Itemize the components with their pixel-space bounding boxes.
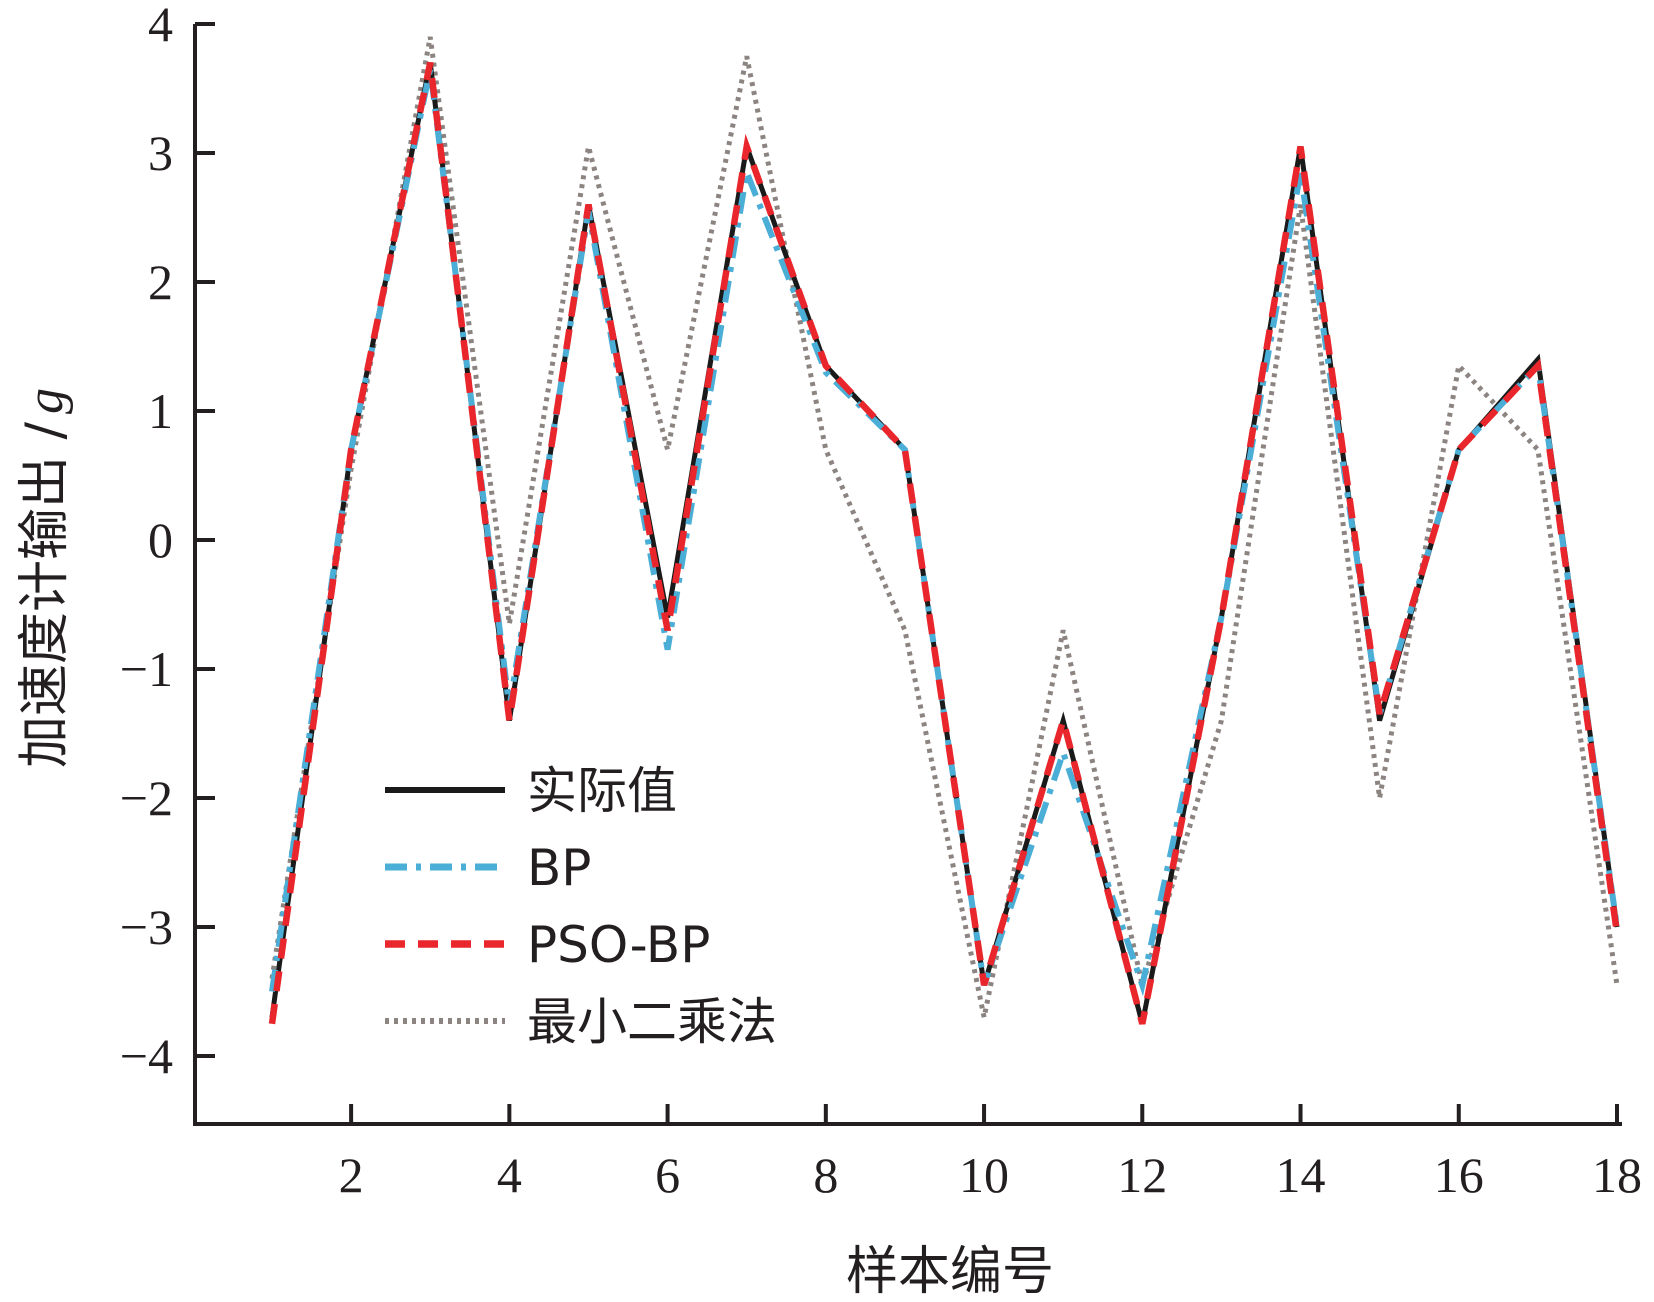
- y-tick-label: −1: [120, 641, 173, 697]
- legend: 实际值 BP PSO-BP 最小二乘法: [385, 762, 777, 1051]
- y-tick-label: 4: [148, 0, 173, 52]
- series-line-dashdot: [269, 68, 1620, 997]
- x-tick-label: 6: [655, 1147, 680, 1203]
- x-tick-label: 4: [497, 1147, 522, 1203]
- series-line-dashed: [268, 62, 1621, 1025]
- y-axis-label-text: 加速度计输出 /: [15, 422, 75, 769]
- y-axis-unit: g: [17, 388, 74, 414]
- x-tick-label: 10: [959, 1147, 1009, 1203]
- x-tick-label: 12: [1117, 1147, 1167, 1203]
- legend-label: BP: [527, 839, 591, 897]
- series-lines: [268, 36, 1621, 1025]
- y-axis-label: 加速度计输出 / g: [15, 388, 75, 768]
- y-tick-label: 2: [148, 254, 173, 310]
- x-tick-label: 16: [1434, 1147, 1484, 1203]
- series-line-solid: [269, 62, 1620, 1025]
- y-tick-label: 1: [148, 383, 173, 439]
- y-tick-label: −3: [120, 899, 173, 955]
- legend-label: PSO-BP: [527, 916, 710, 974]
- x-tick-label: 18: [1592, 1147, 1642, 1203]
- legend-label: 最小二乘法: [527, 993, 777, 1051]
- series-line-dotted: [269, 36, 1620, 1018]
- x-tick-label: 14: [1276, 1147, 1326, 1203]
- x-tick-label: 2: [339, 1147, 364, 1203]
- legend-label: 实际值: [527, 762, 677, 820]
- axes: [193, 22, 1622, 1126]
- x-tick-label: 8: [813, 1147, 838, 1203]
- y-tick-label: 0: [148, 512, 173, 568]
- x-axis-label: 样本编号: [846, 1242, 1054, 1302]
- y-tick-label: −4: [120, 1028, 173, 1084]
- y-tick-label: 3: [148, 125, 173, 181]
- y-tick-label: −2: [120, 770, 173, 826]
